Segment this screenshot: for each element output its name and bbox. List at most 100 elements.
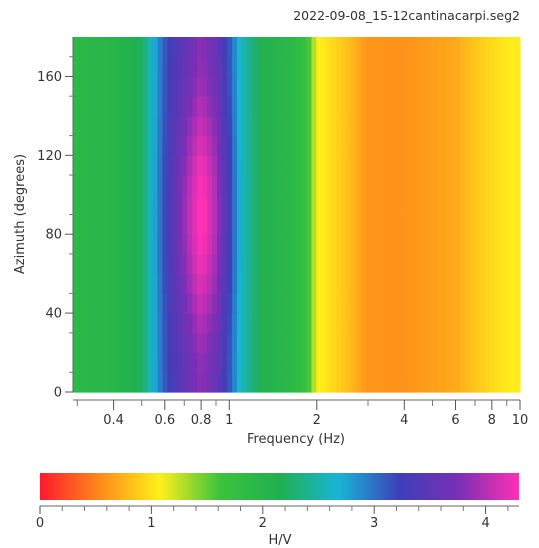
heatmap-cell bbox=[475, 332, 481, 354]
heatmap-cell bbox=[281, 56, 288, 78]
heatmap-cell bbox=[490, 175, 496, 196]
heatmap-cell bbox=[346, 155, 352, 176]
heatmap-cell bbox=[87, 115, 94, 137]
heatmap-cell bbox=[346, 372, 352, 393]
heatmap-cell bbox=[157, 372, 163, 393]
heatmap-cell bbox=[212, 273, 218, 294]
heatmap-cell bbox=[485, 253, 491, 275]
colorbar-label: H/V bbox=[268, 533, 291, 548]
heatmap-cell bbox=[281, 214, 288, 235]
heatmap-cell bbox=[73, 135, 79, 156]
heatmap-cell bbox=[331, 332, 337, 354]
heatmap-cell bbox=[460, 332, 466, 354]
heatmap-cell bbox=[326, 175, 332, 196]
heatmap-cell bbox=[336, 115, 342, 137]
heatmap-cell bbox=[122, 313, 129, 334]
heatmap-cell bbox=[490, 372, 496, 393]
heatmap-cell bbox=[291, 253, 298, 275]
heatmap-cell bbox=[122, 175, 129, 196]
heatmap-cell bbox=[500, 352, 506, 373]
heatmap-cell bbox=[326, 214, 332, 235]
heatmap-cell bbox=[500, 273, 506, 294]
heatmap-cell bbox=[351, 76, 357, 97]
heatmap-cell bbox=[415, 175, 422, 196]
heatmap-cell bbox=[425, 135, 432, 156]
heatmap-cell bbox=[137, 194, 144, 216]
heatmap-cell bbox=[73, 56, 79, 78]
heatmap-cell bbox=[286, 96, 293, 117]
heatmap-cell bbox=[117, 194, 124, 216]
heatmap-cell bbox=[207, 313, 213, 334]
heatmap-cell bbox=[132, 293, 139, 314]
heatmap-cell bbox=[430, 352, 437, 373]
heatmap-cell bbox=[187, 273, 193, 294]
heatmap-cell bbox=[331, 372, 337, 393]
heatmap-cell bbox=[490, 37, 496, 58]
heatmap-cell bbox=[405, 96, 412, 117]
y-tick-label: 0 bbox=[54, 386, 62, 401]
heatmap-cell bbox=[102, 115, 109, 137]
heatmap-cell bbox=[207, 352, 213, 373]
heatmap-cell bbox=[192, 273, 198, 294]
heatmap-cell bbox=[97, 352, 104, 373]
heatmap-cell bbox=[286, 175, 293, 196]
heatmap-cell bbox=[356, 313, 362, 334]
heatmap-cell bbox=[361, 135, 367, 156]
heatmap-cell bbox=[321, 372, 327, 393]
heatmap-cell bbox=[336, 155, 342, 176]
heatmap-cell bbox=[266, 273, 273, 294]
heatmap-cell bbox=[137, 76, 144, 97]
heatmap-cell bbox=[351, 253, 357, 275]
heatmap-cell bbox=[346, 313, 352, 334]
heatmap-cell bbox=[356, 293, 362, 314]
heatmap-cell bbox=[440, 194, 447, 216]
heatmap-cell bbox=[291, 214, 298, 235]
heatmap-cell bbox=[157, 115, 163, 137]
heatmap-cell bbox=[465, 135, 471, 156]
heatmap-cell bbox=[271, 352, 278, 373]
heatmap-cell bbox=[296, 234, 303, 255]
heatmap-cell bbox=[375, 313, 382, 334]
heatmap-cell bbox=[296, 313, 303, 334]
heatmap-cell bbox=[152, 273, 159, 294]
heatmap-cell bbox=[162, 115, 168, 137]
heatmap-cell bbox=[356, 194, 362, 216]
heatmap-cell bbox=[226, 155, 233, 176]
heatmap-cell bbox=[485, 313, 491, 334]
heatmap-cell bbox=[147, 175, 154, 196]
heatmap-cell bbox=[286, 253, 293, 275]
x-tick-label: 10 bbox=[512, 413, 529, 428]
heatmap-cell bbox=[480, 234, 486, 255]
heatmap-cell bbox=[515, 214, 521, 235]
heatmap-cell bbox=[306, 234, 312, 255]
heatmap-cell bbox=[142, 372, 149, 393]
heatmap-cell bbox=[380, 214, 387, 235]
heatmap-cell bbox=[256, 273, 263, 294]
heatmap-cell bbox=[87, 96, 94, 117]
heatmap-cell bbox=[147, 234, 154, 255]
heatmap-cell bbox=[271, 37, 278, 58]
heatmap-cell bbox=[375, 234, 382, 255]
heatmap-cell bbox=[460, 175, 466, 196]
heatmap-cell bbox=[395, 253, 402, 275]
heatmap-cell bbox=[162, 234, 168, 255]
heatmap-cell bbox=[217, 234, 223, 255]
heatmap-cell bbox=[400, 234, 407, 255]
heatmap-cell bbox=[390, 155, 397, 176]
heatmap-cell bbox=[77, 37, 84, 58]
heatmap-cell bbox=[97, 194, 104, 216]
heatmap-cell bbox=[500, 76, 506, 97]
heatmap-cell bbox=[510, 37, 516, 58]
heatmap-cell bbox=[311, 155, 317, 176]
heatmap-cell bbox=[241, 234, 248, 255]
heatmap-cell bbox=[450, 234, 457, 255]
heatmap-cell bbox=[480, 332, 486, 354]
heatmap-cell bbox=[510, 175, 516, 196]
heatmap-cell bbox=[251, 135, 258, 156]
heatmap-cell bbox=[435, 115, 442, 137]
heatmap-cell bbox=[207, 293, 213, 314]
heatmap-cell bbox=[73, 253, 79, 275]
heatmap-cell bbox=[495, 253, 501, 275]
heatmap-cell bbox=[316, 332, 322, 354]
heatmap-cell bbox=[266, 313, 273, 334]
